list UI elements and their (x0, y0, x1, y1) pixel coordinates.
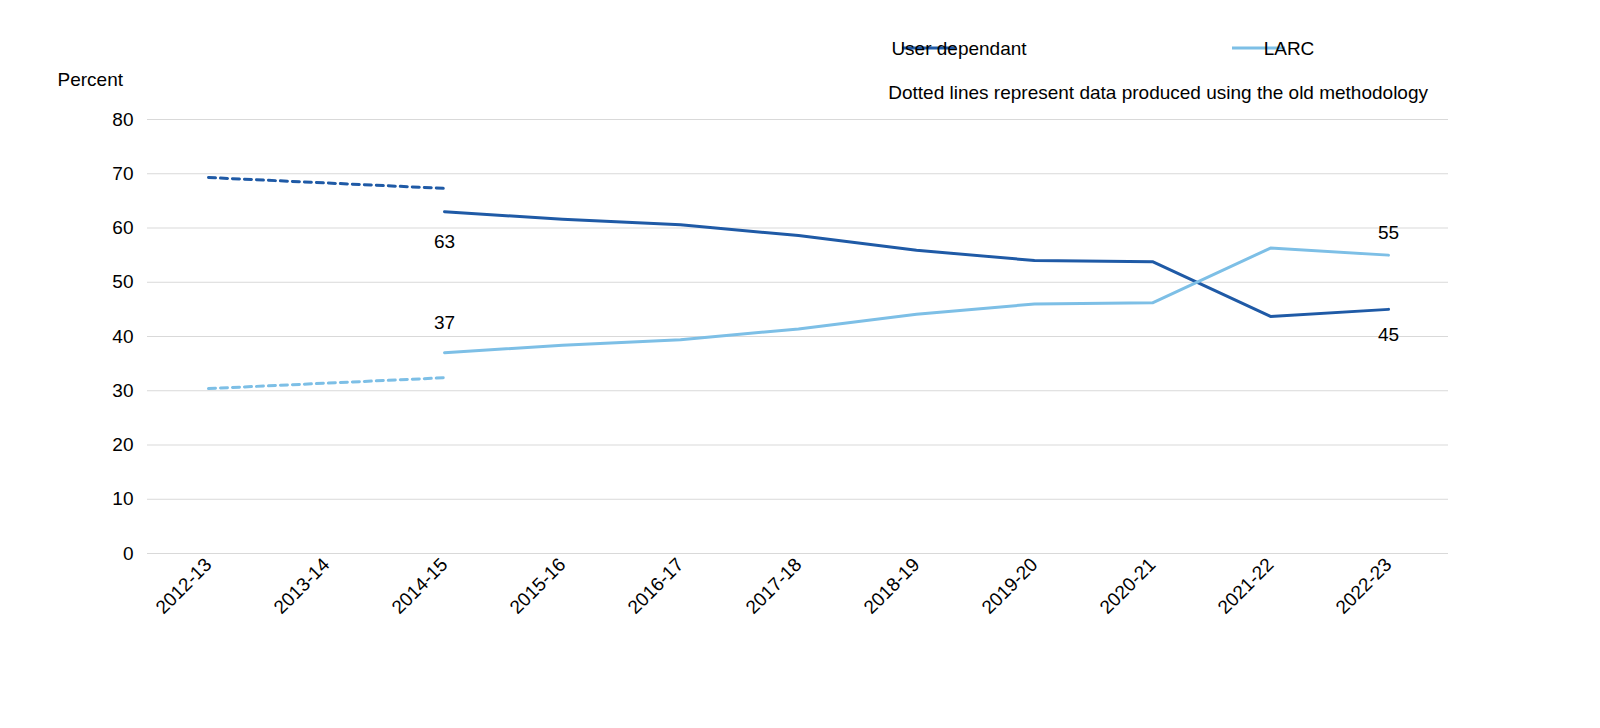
svg-text:2016-17: 2016-17 (623, 554, 687, 618)
svg-text:30: 30 (112, 380, 133, 401)
svg-text:Percent: Percent (58, 69, 124, 90)
svg-text:LARC: LARC (1264, 38, 1315, 59)
svg-text:User dependant: User dependant (891, 38, 1027, 59)
svg-text:2017-18: 2017-18 (741, 554, 805, 618)
svg-text:2018-19: 2018-19 (859, 554, 923, 618)
svg-text:37: 37 (434, 312, 455, 333)
svg-text:2019-20: 2019-20 (977, 554, 1041, 618)
svg-text:2020-21: 2020-21 (1095, 554, 1159, 618)
svg-text:70: 70 (112, 163, 133, 184)
svg-text:63: 63 (434, 231, 455, 252)
svg-text:80: 80 (112, 109, 133, 130)
svg-text:50: 50 (112, 271, 133, 292)
svg-text:60: 60 (112, 217, 133, 238)
svg-text:2022-23: 2022-23 (1331, 554, 1395, 618)
svg-text:Dotted lines represent data pr: Dotted lines represent data produced usi… (888, 82, 1428, 103)
svg-text:20: 20 (112, 434, 133, 455)
svg-text:10: 10 (112, 488, 133, 509)
svg-text:40: 40 (112, 326, 133, 347)
svg-text:2021-22: 2021-22 (1213, 554, 1277, 618)
svg-text:2013-14: 2013-14 (269, 553, 333, 617)
svg-text:2015-16: 2015-16 (505, 554, 569, 618)
svg-text:0: 0 (123, 543, 134, 564)
svg-text:45: 45 (1378, 324, 1399, 345)
svg-text:2014-15: 2014-15 (387, 554, 451, 618)
svg-text:55: 55 (1378, 222, 1399, 243)
svg-text:2012-13: 2012-13 (151, 554, 215, 618)
